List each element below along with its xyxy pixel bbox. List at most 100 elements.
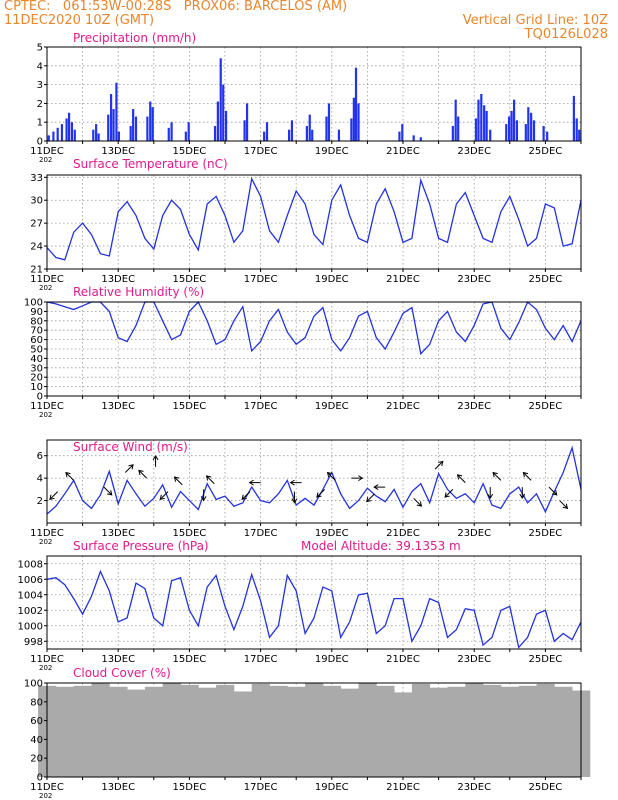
panel-frame: [46, 174, 582, 270]
y-tick-label: 40: [30, 735, 43, 746]
x-tick-label: 19DEC: [315, 654, 349, 665]
wind-arrow-shaft: [413, 497, 422, 507]
cloud-bar: [305, 683, 324, 777]
x-year-fragment: 202: [39, 538, 52, 546]
precip-bar: [70, 122, 74, 141]
precip-bar: [489, 129, 492, 141]
precip-bar: [73, 129, 76, 141]
model-altitude: Model Altitude: 39.1353 m: [301, 539, 461, 553]
x-tick-label: 23DEC: [457, 146, 491, 157]
precip-bar: [95, 124, 98, 141]
wind-arrow: [200, 489, 207, 502]
wind-vectors: [49, 454, 569, 510]
x-tick-label: 25DEC: [529, 401, 563, 412]
precip-bar: [97, 133, 100, 141]
x-tick-label: 15DEC: [173, 274, 207, 285]
wind-arrow: [373, 484, 386, 491]
vertical-grid-note: Vertical Grid Line: 10Z: [462, 13, 608, 28]
panel-data: [46, 445, 582, 515]
precip-bar: [542, 125, 545, 141]
precip-bar: [352, 97, 355, 141]
y-tick-label: 4: [37, 474, 43, 485]
cloud-bar: [180, 684, 199, 777]
x-tick-label: 11DEC: [30, 654, 64, 665]
y-tick-label: 30: [30, 363, 43, 374]
wind-arrow: [248, 479, 261, 486]
cloud-bar: [536, 683, 555, 777]
x-tick-label: 11DEC: [30, 146, 64, 157]
precip-bar: [311, 129, 314, 141]
x-tick-label: 21DEC: [386, 782, 420, 793]
cloud-bar: [127, 689, 146, 777]
x-year-fragment: 202: [39, 156, 52, 164]
x-tick-label: 17DEC: [244, 401, 278, 412]
series-line: [46, 569, 582, 649]
wind-arrow: [326, 471, 336, 481]
cloud-bar: [340, 688, 359, 777]
wind-arrow-head: [519, 493, 526, 500]
precip-bar: [222, 84, 225, 141]
precip-bar: [67, 112, 71, 141]
cloud-bar: [465, 683, 484, 777]
x-tick-label: 13DEC: [101, 528, 135, 539]
precip-bar: [325, 116, 328, 141]
y-tick-label: 50: [30, 345, 43, 356]
x-tick-label: 23DEC: [457, 654, 491, 665]
wind-arrow-shaft: [457, 474, 466, 483]
wind-arrow-shaft: [103, 486, 113, 496]
precip-bar: [357, 103, 360, 141]
cloud-bar: [144, 686, 164, 777]
precip-bar: [350, 118, 353, 141]
run-code: TQ0126L028: [524, 27, 608, 42]
wind-arrow-shaft: [206, 475, 215, 485]
precip-bar: [398, 131, 401, 141]
wind-arrow-shaft: [434, 461, 444, 470]
precip-bar: [149, 101, 152, 141]
x-tick-label: 15DEC: [173, 401, 207, 412]
wind-arrow-shaft: [444, 488, 454, 498]
x-tick-label: 21DEC: [386, 274, 420, 285]
precip-bar: [546, 131, 549, 141]
x-tick-label: 15DEC: [173, 782, 207, 793]
y-tick-label: 20: [30, 754, 43, 765]
precip-bar: [151, 107, 154, 141]
wind-arrow-head: [128, 464, 134, 470]
wind-arrow-head: [562, 503, 569, 510]
wind-arrow: [152, 454, 159, 467]
wind-arrow: [103, 486, 113, 496]
x-year-fragment: 202: [39, 664, 52, 672]
x-tick-label: 11DEC: [30, 274, 64, 285]
precip-bar: [477, 99, 480, 141]
precip-bar: [109, 94, 113, 141]
precip-bar: [454, 99, 457, 141]
precip-bar: [265, 122, 269, 141]
panel-frame: [46, 555, 582, 650]
cloud-bar: [233, 691, 253, 777]
y-tick-label: 21: [30, 265, 43, 276]
y-tick-label: 998: [24, 637, 43, 648]
x-tick-label: 25DEC: [529, 654, 563, 665]
precip-bar: [115, 82, 118, 141]
chart-header: CPTEC: 061:53W-00:28S PROX06: BARCELOS (…: [0, 0, 618, 44]
x-tick-label: 21DEC: [386, 654, 420, 665]
wind-arrow-head: [200, 496, 207, 502]
x-tick-label: 13DEC: [101, 274, 135, 285]
precip-bar: [65, 118, 68, 141]
cloud-bar: [91, 683, 110, 777]
series-line: [46, 176, 582, 261]
wind-arrow: [124, 464, 134, 473]
y-tick-label: 60: [30, 716, 43, 727]
wind-arrow: [205, 475, 215, 485]
wind-arrow: [559, 500, 569, 510]
x-tick-label: 21DEC: [386, 528, 420, 539]
x-tick-label: 15DEC: [173, 146, 207, 157]
wind-arrow: [65, 471, 75, 481]
y-tick-label: 100: [24, 298, 43, 309]
wind-arrow-head: [241, 494, 247, 501]
wind-arrow: [351, 475, 364, 482]
precip-bar: [243, 120, 246, 141]
x-tick-label: 15DEC: [173, 654, 207, 665]
wind-arrow: [413, 497, 423, 507]
